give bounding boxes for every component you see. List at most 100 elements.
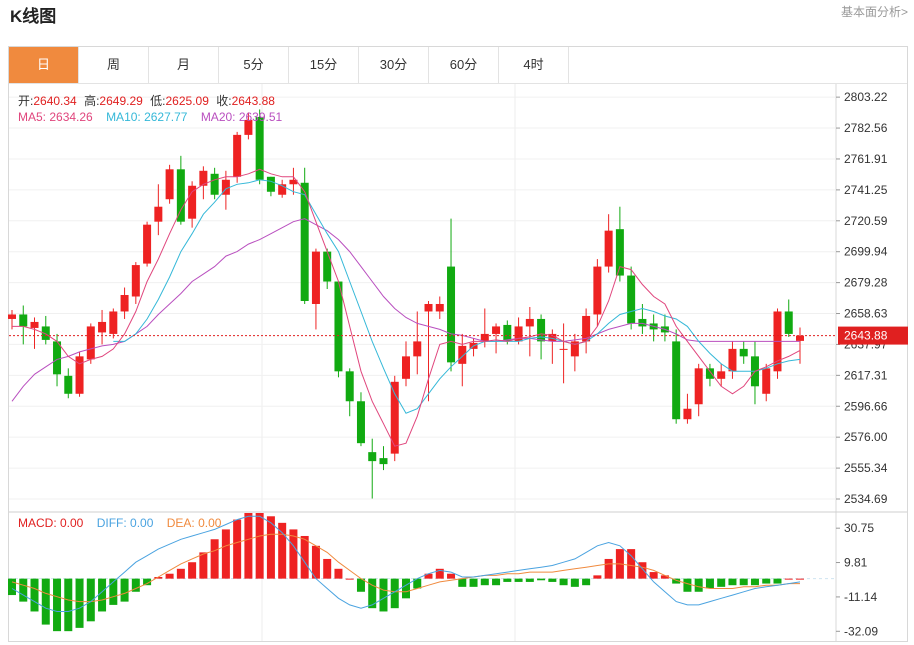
candle-body (334, 281, 343, 372)
price-tick-label: 2576.00 (844, 430, 888, 444)
macd-bar (559, 578, 568, 586)
candle-body (86, 326, 95, 360)
close-value: 2643.88 (231, 94, 275, 108)
macd-bar (345, 578, 354, 580)
macd-bar (750, 578, 759, 586)
macd-bar (728, 578, 737, 586)
price-tick-label: 2658.63 (844, 307, 888, 321)
macd-bar (379, 578, 388, 612)
candle-body (537, 318, 546, 342)
macd-bar (19, 578, 28, 602)
macd-bar (120, 578, 129, 602)
tab-divider (9, 83, 907, 84)
diff-line (11, 515, 801, 612)
macd-bar (796, 578, 804, 580)
open-value: 2640.34 (33, 94, 77, 108)
price-tick-label: 2803.22 (844, 90, 888, 104)
macd-bar (458, 578, 467, 587)
high-label: 高: (84, 94, 100, 108)
candle-body (255, 116, 264, 180)
price-tick-label: 2534.69 (844, 492, 888, 506)
macd-bar (390, 578, 399, 609)
high-value: 2649.29 (99, 94, 143, 108)
candle-body (559, 348, 568, 350)
macd-readout: MACD: 0.00 DIFF: 0.00 DEA: 0.00 (18, 516, 225, 530)
tab-6[interactable]: 60分 (429, 47, 499, 83)
macd-bar (570, 578, 579, 587)
macd-bar (503, 578, 512, 582)
macd-bar (176, 568, 185, 579)
candle-body (390, 381, 399, 454)
macd-tick-label: -32.09 (844, 624, 878, 638)
candle-body (604, 230, 613, 267)
tab-3[interactable]: 5分 (219, 47, 289, 83)
tab-1[interactable]: 周 (79, 47, 149, 83)
candle-body (19, 314, 28, 327)
candle-body (199, 170, 208, 186)
macd-bar (154, 577, 163, 579)
candle-body (514, 326, 523, 342)
candle-body (627, 275, 636, 324)
macd-bar (356, 578, 365, 592)
macd-bar (323, 558, 332, 579)
current-price-badge (838, 326, 908, 345)
macd-bar (582, 578, 591, 586)
tab-4[interactable]: 15分 (289, 47, 359, 83)
macd-bar (98, 578, 107, 612)
macd-bar (649, 572, 658, 579)
tab-5[interactable]: 30分 (359, 47, 429, 83)
candle-body (683, 408, 692, 420)
macd-bar (548, 578, 557, 582)
price-tick-label: 2679.28 (844, 276, 888, 290)
macd-bar (165, 573, 174, 579)
candle-body (131, 265, 140, 297)
macd-bar (469, 578, 478, 587)
macd-bar (672, 578, 681, 584)
macd-bar (480, 578, 489, 586)
macd-bar (447, 573, 456, 579)
dea-line (11, 533, 800, 603)
price-tick-label: 2699.94 (844, 245, 888, 259)
ma5-line (12, 168, 801, 447)
candle-body (615, 229, 624, 276)
tab-2[interactable]: 月 (149, 47, 219, 83)
macd-bar (109, 578, 118, 605)
low-label: 低: (150, 94, 166, 108)
macd-bar (627, 549, 636, 579)
macd-bar (300, 535, 309, 579)
macd-bar (593, 575, 602, 579)
macd-bar (289, 529, 298, 579)
macd-bar (660, 575, 669, 579)
candle-body (120, 295, 129, 312)
candle-body (413, 341, 422, 357)
period-tabs: 日周月 5分 15分 30分 60分 4时 (9, 47, 569, 83)
candle-body (796, 335, 804, 341)
candle-body (717, 371, 726, 379)
dea-value: DEA: 0.00 (166, 516, 222, 530)
candle-body (109, 311, 118, 334)
tab-7[interactable]: 4时 (499, 47, 569, 83)
candle-body (570, 341, 579, 357)
macd-bar (773, 578, 782, 584)
ma10-line (113, 179, 801, 414)
macd-bar (210, 539, 219, 579)
candle-body (188, 185, 197, 219)
candle-body (53, 341, 62, 375)
macd-bar (705, 578, 714, 589)
candle-body (480, 333, 489, 342)
diff-value: DIFF: 0.00 (96, 516, 154, 530)
candle-body (672, 341, 681, 420)
macd-bar (402, 578, 410, 599)
macd-bar (694, 578, 703, 592)
candle-body (75, 356, 84, 394)
macd-bar (255, 513, 264, 579)
candle-body (424, 303, 433, 312)
candle-body (244, 119, 253, 135)
candle-body (64, 375, 73, 394)
fundamental-analysis-link[interactable]: 基本面分析> (840, 5, 908, 19)
candle-body (154, 206, 163, 222)
macd-bar (8, 578, 16, 596)
candle-body (458, 345, 467, 364)
candle-body (525, 318, 534, 327)
tab-0[interactable]: 日 (9, 47, 79, 83)
